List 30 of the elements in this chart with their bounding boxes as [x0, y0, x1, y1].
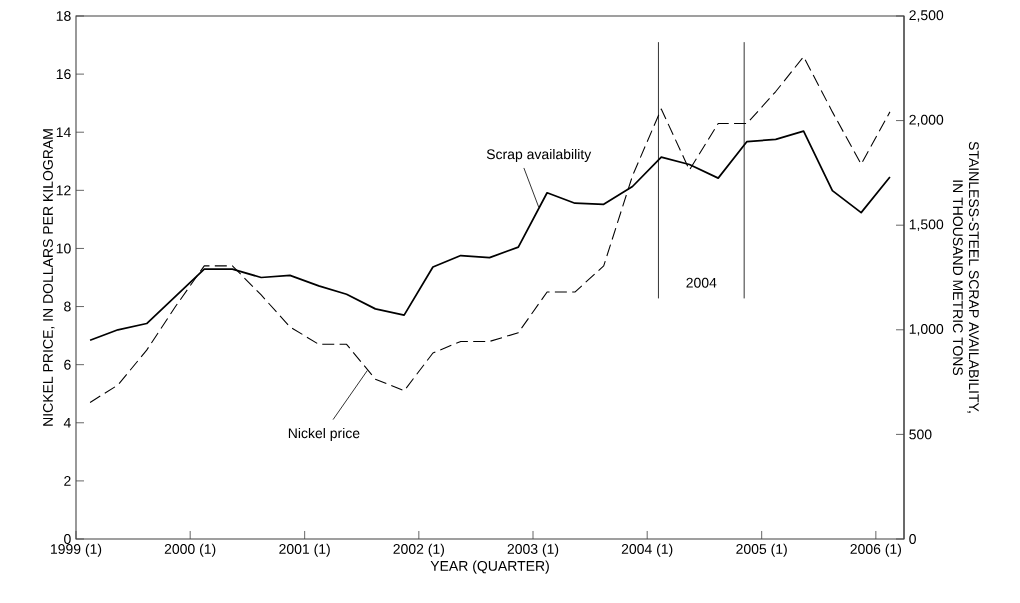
- text: Nickel price: [288, 427, 360, 441]
- y-tick-label: 10: [56, 243, 71, 254]
- y2-tick-label: 2,500: [909, 10, 944, 22]
- y2-tick-label: 1,000: [909, 324, 944, 336]
- y-axis-title: NICKEL PRICE, IN DOLLARS PER KILOGRAM: [43, 129, 55, 426]
- y-tick-label: 14: [56, 127, 71, 138]
- y-tick-label: 8: [64, 301, 71, 312]
- x-tick-label: 2002 (1): [393, 543, 445, 557]
- x-tick-label: 2005 (1): [736, 543, 787, 557]
- y2-tick-label: 500: [909, 429, 932, 440]
- y-tick-label: 16: [56, 69, 71, 80]
- y2-axis-title: STAINLESS-STEEL SCRAP AVAILABILITY, IN THOUSAND METRIC TONS: [952, 141, 979, 413]
- y-tick-label: 4: [63, 417, 71, 428]
- y2-tick-label: 1,500: [909, 219, 944, 231]
- annotation: 2004: [686, 277, 717, 288]
- y-tick-label: 6: [64, 359, 71, 370]
- y-tick-label: 12: [56, 185, 71, 196]
- y-tick-label: 18: [56, 11, 71, 21]
- x-tick-label: 1999 (1): [51, 543, 102, 557]
- y2-tick-label: 0: [909, 534, 916, 544]
- x-tick-label: 2000 (1): [164, 543, 216, 557]
- x-tick-label: 2003 (1): [507, 543, 559, 557]
- y2-tick-label: 2,000: [909, 114, 944, 127]
- x-tick-label: 2004 (1): [621, 543, 673, 557]
- y-tick-label: 2: [64, 476, 71, 486]
- x-tick-label: 2001 (1): [279, 543, 330, 557]
- x-tick-label: 2006 (1): [850, 543, 902, 557]
- text: Scrap availability: [486, 148, 592, 162]
- y-tick-label: 0: [64, 534, 71, 544]
- x-axis-title: YEAR (QUARTER): [430, 560, 549, 574]
